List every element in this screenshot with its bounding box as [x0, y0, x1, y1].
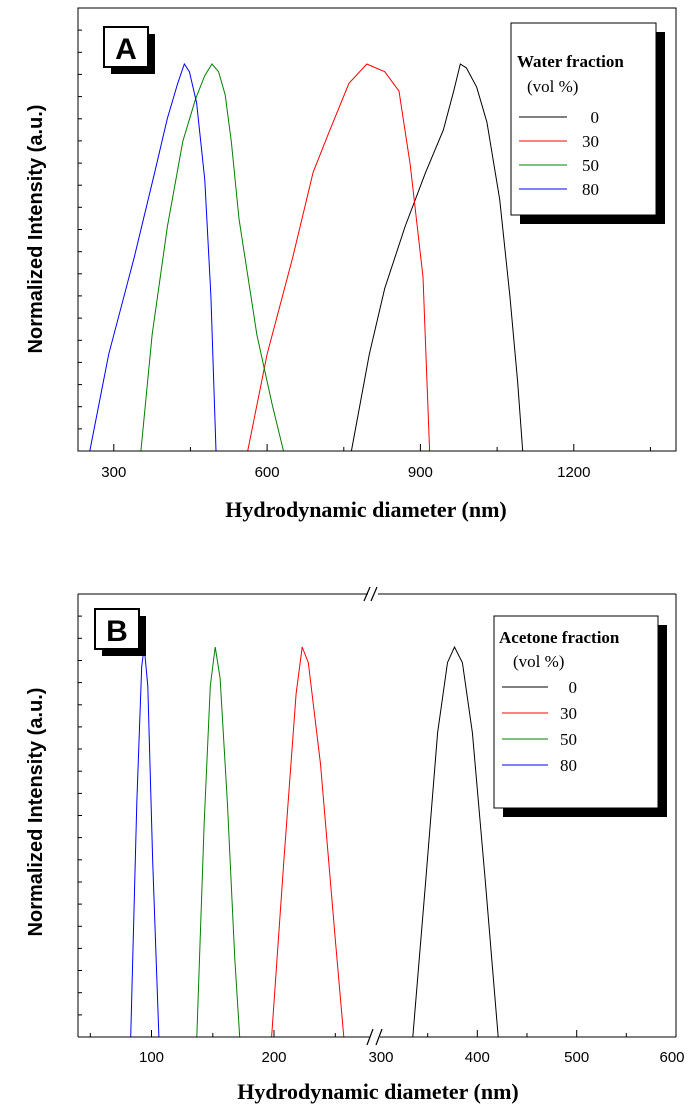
- panel-a-legend-label-0: 0: [591, 108, 600, 127]
- panel-b-label: B: [106, 615, 128, 648]
- panel-a-legend-label-30: 30: [582, 132, 599, 151]
- panel-b-bottom-break-mark-1: [366, 1028, 374, 1046]
- panel-b-legend-label-50: 50: [560, 730, 577, 749]
- panel-a-series-line-30: [247, 63, 431, 452]
- panel-a-legend-title: Water fraction: [517, 52, 624, 71]
- panel-b-x-axis-title: Hydrodynamic diameter (nm): [237, 1079, 519, 1104]
- panel-b-series-line-0: [412, 645, 499, 1038]
- panel-b-x-tick-label: 200: [261, 1049, 286, 1066]
- panel-b-legend-label-0: 0: [569, 678, 578, 697]
- panel-a-legend-label-50: 50: [582, 156, 599, 175]
- panel-a-x-tick-label: 300: [101, 464, 126, 481]
- panel-b-bottom-break-mark-2: [375, 1028, 383, 1046]
- panel-b: 100 200 300 400 500 600 B Acetone fraction (v…: [25, 586, 685, 1104]
- panel-b-x-tick-label: 100: [139, 1049, 164, 1066]
- panel-b-legend-label-30: 30: [560, 704, 577, 723]
- panel-b-x-tick-label: 500: [564, 1049, 589, 1066]
- panel-b-legend-entries: 0 30 50 80: [502, 678, 577, 775]
- panel-b-legend-subtitle: (vol %): [513, 652, 564, 671]
- panel-b-series: [130, 645, 499, 1038]
- panel-b-ticks: 100 200 300 400 500 600: [78, 615, 685, 1066]
- panel-a-x-tick-label: 900: [408, 464, 433, 481]
- panel-a-ticks: 300 600 900 1200: [78, 29, 651, 481]
- panel-a-legend-subtitle: (vol %): [527, 77, 578, 96]
- panel-a-legend-label-80: 80: [582, 180, 599, 199]
- panel-b-label-box: [94, 608, 140, 650]
- panel-b-x-tick-label: 600: [659, 1049, 684, 1066]
- panel-b-legend-box: [493, 615, 659, 809]
- panel-b-top-break-mark-2: [370, 586, 378, 602]
- panel-a-series-line-50: [140, 63, 284, 452]
- panel-a-legend-entries: 0 30 50 80: [519, 108, 599, 199]
- panel-b-x-tick-label: 400: [465, 1049, 490, 1066]
- panel-a-x-tick-label: 600: [255, 464, 280, 481]
- panel-b-legend-title: Acetone fraction: [499, 628, 620, 647]
- panel-b-series-line-80: [130, 646, 160, 1038]
- panel-a: 300 600 900 1200 A Water fraction (vol %) 0…: [25, 7, 677, 522]
- panel-a-x-tick-label: 1200: [557, 464, 590, 481]
- panel-a-y-axis-title: Normalized Intensity (a.u.): [25, 105, 47, 354]
- panel-b-x-tick-label: 300: [368, 1049, 393, 1066]
- panel-a-series: [89, 62, 524, 452]
- panel-a-series-line-0: [350, 63, 524, 452]
- panel-a-x-axis-title: Hydrodynamic diameter (nm): [225, 497, 507, 522]
- panel-b-top-break-mark-1: [363, 586, 371, 602]
- panel-a-plot-frame: [77, 7, 677, 452]
- panel-a-label-box: [103, 26, 149, 68]
- panel-a-label: A: [115, 33, 137, 66]
- panel-b-y-axis-title: Normalized Intensity (a.u.): [25, 688, 47, 937]
- panel-a-legend-box: [510, 22, 657, 216]
- panel-b-series-line-50: [196, 646, 241, 1038]
- panel-b-legend-label-80: 80: [560, 756, 577, 775]
- panel-a-series-line-80: [89, 62, 217, 452]
- panel-b-series-line-30: [271, 646, 345, 1038]
